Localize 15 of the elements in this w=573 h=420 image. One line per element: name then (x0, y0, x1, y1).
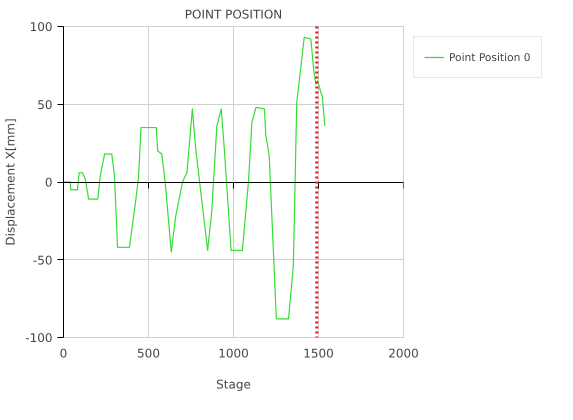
x-tick-label: 1500 (303, 346, 334, 360)
x-tick-label: 2000 (388, 346, 419, 360)
y-tick-label: -100 (25, 331, 52, 345)
chart-title: POINT POSITION (184, 8, 282, 22)
x-tick-label: 500 (137, 346, 160, 360)
y-tick-label: 100 (30, 20, 52, 34)
line-series (64, 36, 326, 320)
y-tick-label: 0 (44, 176, 53, 190)
y-axis-title: Displacement X[mm] (3, 118, 18, 246)
x-axis-title: Stage (216, 378, 251, 392)
y-tick-label: -50 (32, 253, 53, 268)
legend-label: Point Position 0 (449, 50, 531, 64)
x-tick-label: 1000 (218, 346, 249, 360)
x-tick-label: 0 (60, 346, 68, 360)
y-tick-label: 50 (37, 98, 53, 112)
